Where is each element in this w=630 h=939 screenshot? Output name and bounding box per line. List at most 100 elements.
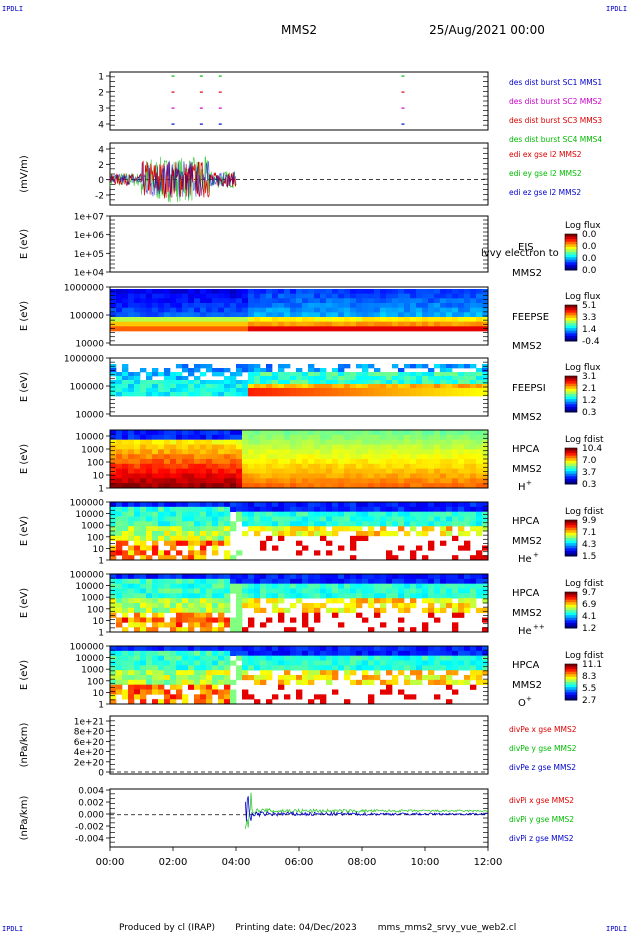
heatmap-cell [260, 593, 267, 599]
heatmap-cell [308, 588, 315, 594]
heatmap-cell [356, 511, 363, 517]
heatmap-cell [206, 473, 213, 479]
heatmap-cell [200, 540, 207, 546]
heatmap-cell [374, 293, 381, 299]
heatmap-cell [212, 578, 219, 585]
heatmap-cell [110, 506, 117, 513]
heatmap-cell [476, 531, 483, 537]
heatmap-cell [260, 622, 267, 628]
heatmap-cell [182, 298, 189, 304]
heatmap-cell [440, 439, 447, 445]
heatmap-cell [182, 321, 189, 327]
heatmap-cell [206, 463, 213, 470]
colorbar-frame [564, 663, 578, 701]
heatmap-cell [254, 478, 261, 484]
heatmap-cell [428, 463, 435, 470]
heatmap-cell [206, 583, 213, 589]
heatmap-cell [194, 511, 201, 517]
heatmap-cell [182, 454, 189, 460]
heatmap-cell [152, 617, 159, 623]
heatmap-cell [434, 384, 441, 389]
heatmap-cell [440, 588, 447, 594]
heatmap-cell [116, 622, 123, 628]
heatmap-cell [344, 454, 351, 460]
heatmap-cell [278, 372, 285, 377]
heatmap-cell [188, 665, 195, 671]
heatmap-cell [116, 588, 123, 594]
heatmap-cell [482, 516, 489, 522]
heatmap-cell [308, 574, 315, 580]
heatmap-cell [434, 574, 441, 580]
colorbar-segment [565, 376, 577, 380]
heatmap-cell [404, 483, 411, 489]
heatmap-cell [452, 380, 459, 385]
heatmap-cell [194, 326, 201, 332]
time-tick-label: 02:00 [159, 857, 188, 868]
heatmap-cell [332, 660, 339, 666]
heatmap-cell [434, 646, 441, 652]
heatmap-cell [266, 444, 273, 450]
y-axis-label: (nPa/km) [19, 796, 30, 841]
colorbar-tick: 2.7 [582, 696, 596, 706]
heatmap-cell [272, 588, 279, 594]
panel-frame [109, 715, 489, 775]
heatmap-cell [338, 593, 345, 599]
heatmap-cell [446, 392, 453, 397]
heatmap-cell [164, 598, 171, 604]
heatmap-cell [188, 293, 195, 299]
heatmap-cell [212, 526, 219, 532]
heatmap-cell [146, 502, 153, 508]
heatmap-cell [446, 473, 453, 479]
heatmap-cell [308, 368, 315, 373]
heatmap-cell [416, 303, 423, 309]
heatmap-cell [386, 468, 393, 474]
heatmap-cell [416, 312, 423, 318]
y-axis-label: (nPa/km) [19, 723, 30, 768]
heatmap-cell [458, 298, 465, 304]
heatmap-cell [134, 459, 141, 465]
heatmap-cell [422, 326, 429, 332]
heatmap-cell [152, 483, 159, 489]
heatmap-cell [308, 289, 315, 295]
heatmap-cell [182, 555, 189, 561]
heatmap-cell [236, 607, 243, 614]
heatmap-cell [122, 607, 129, 614]
heatmap-cell [464, 583, 471, 589]
heatmap-cell [350, 449, 357, 455]
heatmap-cell [428, 665, 435, 671]
heatmap-cell [272, 380, 279, 385]
heatmap-cell [302, 473, 309, 479]
heatmap-cell [284, 627, 291, 633]
heatmap-cell [140, 293, 147, 299]
heatmap-cell [122, 506, 129, 513]
heatmap-cell [200, 463, 207, 470]
heatmap-cell [194, 502, 201, 508]
heatmap-cell [224, 449, 231, 455]
heatmap-cell [236, 612, 243, 618]
heatmap-cell [482, 303, 489, 309]
heatmap-cell [374, 449, 381, 455]
heatmap-cell [458, 588, 465, 594]
heatmap-cell [152, 598, 159, 604]
heatmap-cell [314, 326, 321, 332]
heatmap-cell [302, 298, 309, 304]
heatmap-cell [134, 603, 141, 609]
heatmap-cell [176, 430, 183, 436]
heatmap-cell [452, 502, 459, 508]
heatmap-cell [476, 670, 483, 676]
heatmap-cell [176, 531, 183, 537]
heatmap-cell [374, 307, 381, 313]
heatmap-cell [110, 483, 117, 489]
heatmap-cell [272, 392, 279, 397]
heatmap-cell [260, 502, 267, 508]
heatmap-cell [386, 483, 393, 489]
heatmap-cell [110, 593, 117, 599]
heatmap-cell [278, 289, 285, 295]
heatmap-cell [338, 317, 345, 323]
heatmap-cell [230, 699, 237, 705]
heatmap-cell [416, 321, 423, 327]
heatmap-cell [170, 627, 177, 633]
heatmap-cell [440, 526, 447, 532]
heatmap-cell [164, 312, 171, 318]
heatmap-cell [308, 454, 315, 460]
